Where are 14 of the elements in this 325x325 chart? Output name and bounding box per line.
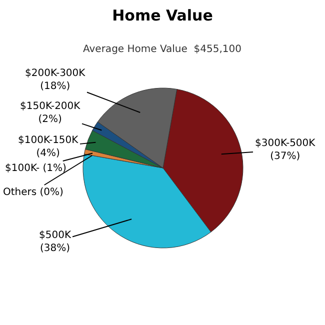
data-label: (37%) xyxy=(270,151,300,162)
data-label: (18%) xyxy=(40,81,70,92)
data-label: (4%) xyxy=(36,148,60,159)
slice-label: $200K-300K xyxy=(25,68,86,79)
category-label: Others (0%) xyxy=(3,187,64,198)
slice-label: $100K- (1%) xyxy=(5,163,67,174)
data-label: (2%) xyxy=(38,114,62,125)
slice-label: $100K-150K xyxy=(18,135,79,146)
slice-label: $300K-500K xyxy=(255,138,316,149)
chart-subtitle: Average Home Value $455,100 xyxy=(83,44,242,55)
slice-label: $150K-200K xyxy=(20,101,81,112)
data-label: (38%) xyxy=(40,243,70,254)
slice-label: $500K xyxy=(39,230,72,241)
chart-title: Home Value xyxy=(112,6,213,24)
